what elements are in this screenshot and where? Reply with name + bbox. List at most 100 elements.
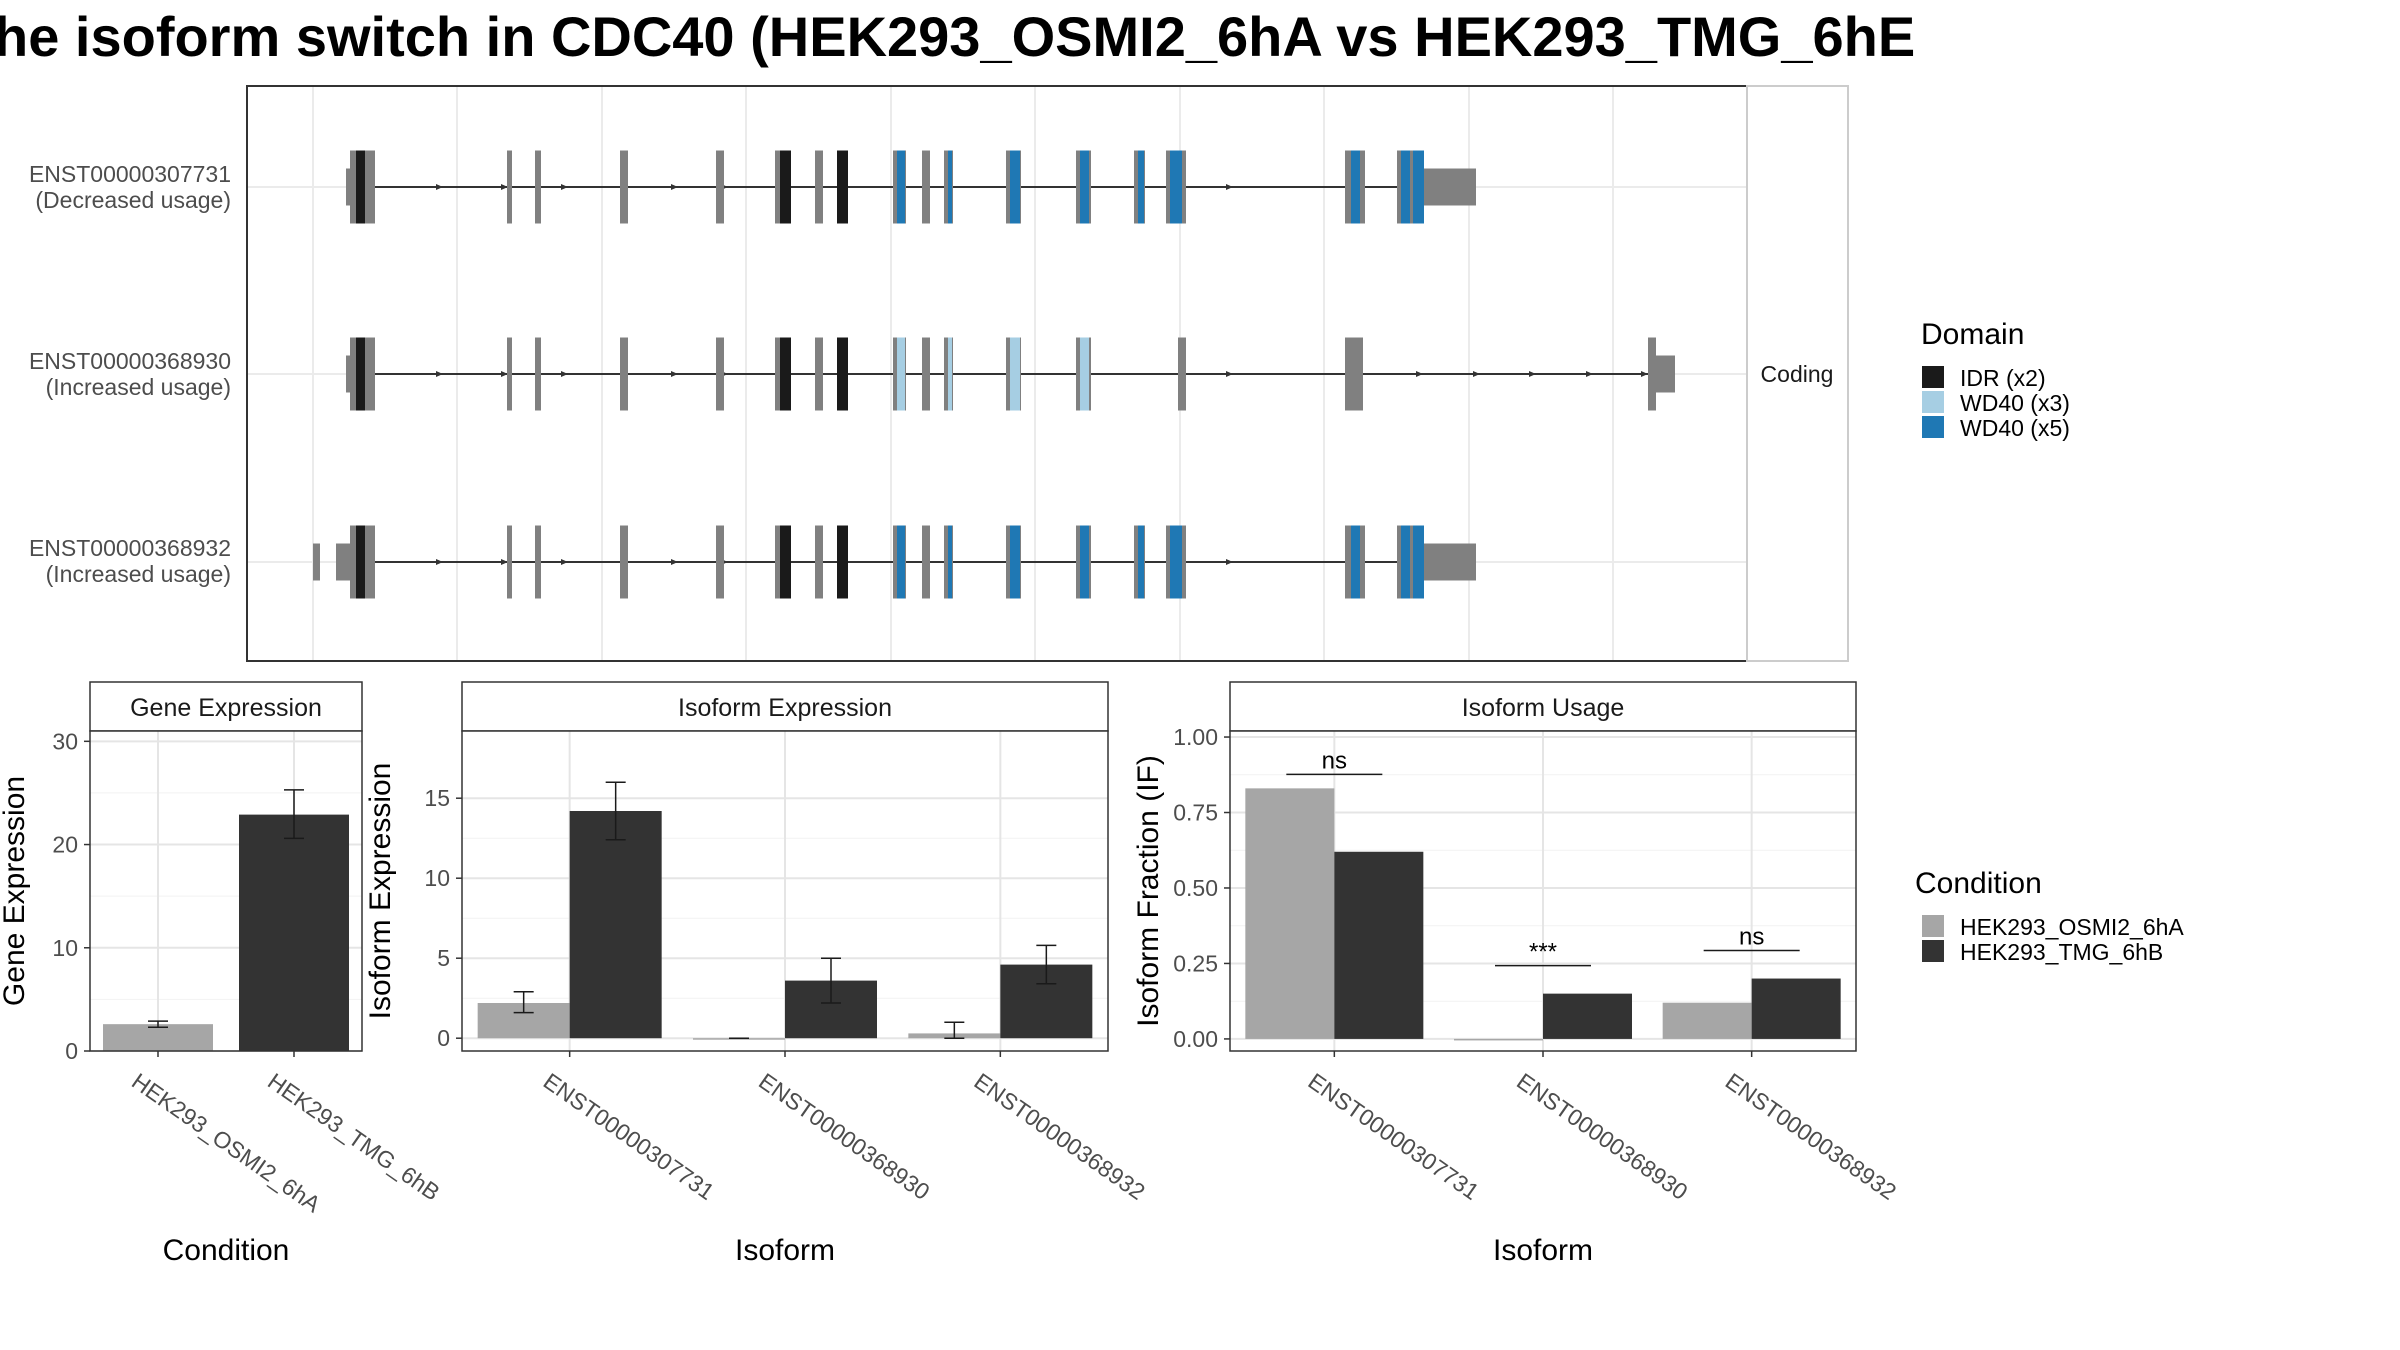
wd40-domain — [1010, 150, 1020, 224]
wd40-domain — [948, 150, 952, 224]
y-tick-label: 20 — [52, 832, 78, 858]
y-axis-title: Isoform Expression — [364, 763, 397, 1020]
direction-arrow — [671, 371, 678, 377]
x-axis-title: Condition — [163, 1234, 290, 1267]
utr-exon — [336, 543, 352, 581]
wd40-domain — [1080, 150, 1089, 224]
coding-exon — [620, 525, 628, 599]
direction-arrow — [561, 184, 568, 190]
wd40-domain — [897, 337, 905, 411]
coding-exon — [507, 150, 512, 224]
y-tick-label: 15 — [424, 785, 450, 811]
coding-exon — [535, 337, 541, 411]
y-tick-label: 30 — [52, 728, 78, 754]
bar-ENST00000368930-HEK293_TMG_6hB — [1543, 993, 1632, 1039]
direction-arrow — [501, 184, 508, 190]
wd40-domain — [897, 525, 905, 599]
coding-strip — [1746, 85, 1849, 662]
y-tick-label: 10 — [424, 865, 450, 891]
coding-exon — [535, 525, 541, 599]
x-tick-label: ENST00000368930 — [754, 1068, 934, 1205]
wd40-domain — [1413, 150, 1424, 224]
idr-domain — [356, 337, 365, 411]
legend-label-tmg: HEK293_TMG_6hB — [1960, 939, 2163, 965]
significance-label: ns — [1739, 924, 1764, 951]
x-tick-label: ENST00000368930 — [1512, 1068, 1692, 1205]
coding-exon — [716, 150, 724, 224]
wd40-domain — [1080, 337, 1089, 411]
wd40-domain — [948, 525, 952, 599]
wd40-domain — [1351, 150, 1360, 224]
isoform-expression-panel: Isoform Expression 0 5 10 15 ENST00000307731 E… — [364, 681, 1150, 1267]
direction-arrow — [1473, 371, 1480, 377]
wd40-domain — [1010, 337, 1020, 411]
legend-swatch-wd40-x3 — [1922, 391, 1944, 413]
bar-ENST00000368930-HEK293_OSMI2_6hA — [1454, 1038, 1543, 1041]
idr-domain — [837, 337, 848, 411]
coding-exon — [815, 525, 823, 599]
coding-exon — [922, 525, 930, 599]
bar-HEK293_OSMI2_6hA — [103, 1024, 213, 1051]
x-axis-title: Isoform — [1493, 1234, 1593, 1267]
y-tick-label: 0 — [65, 1038, 78, 1064]
x-tick-label: ENST00000368932 — [969, 1068, 1149, 1205]
idr-domain — [837, 525, 848, 599]
wd40-domain — [1401, 525, 1410, 599]
x-tick-label: ENST00000307731 — [539, 1068, 719, 1205]
direction-arrow — [671, 184, 678, 190]
bar-ENST00000307731-HEK293_OSMI2_6hA — [1245, 788, 1335, 1039]
y-axis-title: Gene Expression — [0, 776, 31, 1006]
wd40-domain — [948, 337, 952, 411]
wd40-domain — [1413, 525, 1424, 599]
wd40-domain — [1351, 525, 1360, 599]
coding-exon — [922, 150, 930, 224]
domain-legend: Domain IDR (x2) WD40 (x3) WD40 (x5) — [1921, 318, 2070, 441]
wd40-domain — [897, 150, 905, 224]
isoform-label-2: ENST00000368930 — [29, 348, 231, 374]
direction-arrow — [436, 559, 443, 565]
structure-row-3 — [313, 525, 1476, 599]
coding-exon — [1345, 337, 1363, 411]
direction-arrow — [1226, 371, 1233, 377]
legend-swatch-wd40-x5 — [1922, 416, 1944, 438]
coding-exon — [716, 525, 724, 599]
coding-exon — [507, 337, 512, 411]
legend-label-wd40-x3: WD40 (x3) — [1960, 390, 2070, 416]
x-axis-title: Isoform — [735, 1234, 835, 1267]
wd40-domain — [1138, 525, 1144, 599]
isoform-usage-3: (Increased usage) — [46, 561, 231, 587]
y-tick-label: 0.00 — [1173, 1026, 1218, 1052]
direction-arrow — [1226, 184, 1233, 190]
coding-exon — [507, 525, 512, 599]
bar-HEK293_TMG_6hB — [239, 814, 349, 1051]
bar-ENST00000368932-HEK293_TMG_6hB — [1751, 978, 1841, 1039]
condition-legend-title: Condition — [1915, 867, 2042, 900]
significance-label: ns — [1322, 747, 1347, 774]
direction-arrow — [501, 559, 508, 565]
wd40-domain — [1010, 525, 1020, 599]
isoform-row-labels: ENST00000307731 (Decreased usage) ENST00… — [29, 161, 231, 587]
coding-exon — [922, 337, 930, 411]
domain-legend-title: Domain — [1921, 318, 2024, 351]
idr-domain — [780, 150, 791, 224]
y-tick-label: 10 — [52, 935, 78, 961]
isoform-label-3: ENST00000368932 — [29, 535, 231, 561]
direction-arrow — [1416, 371, 1423, 377]
idr-domain — [356, 150, 365, 224]
coding-exon — [620, 150, 628, 224]
panel-title: Gene Expression — [130, 694, 322, 722]
legend-swatch-tmg — [1922, 940, 1944, 962]
y-tick-label: 1.00 — [1173, 724, 1218, 750]
coding-exon — [1648, 337, 1656, 411]
wd40-domain — [1401, 150, 1410, 224]
wd40-domain — [1138, 150, 1144, 224]
isoform-label-1: ENST00000307731 — [29, 161, 231, 187]
direction-arrow — [436, 184, 443, 190]
idr-domain — [356, 525, 365, 599]
direction-arrow — [561, 371, 568, 377]
idr-domain — [780, 337, 791, 411]
panel-title: Isoform Usage — [1462, 694, 1625, 722]
bar-ENST00000368932-HEK293_OSMI2_6hA — [1662, 1002, 1752, 1039]
coding-exon — [815, 150, 823, 224]
